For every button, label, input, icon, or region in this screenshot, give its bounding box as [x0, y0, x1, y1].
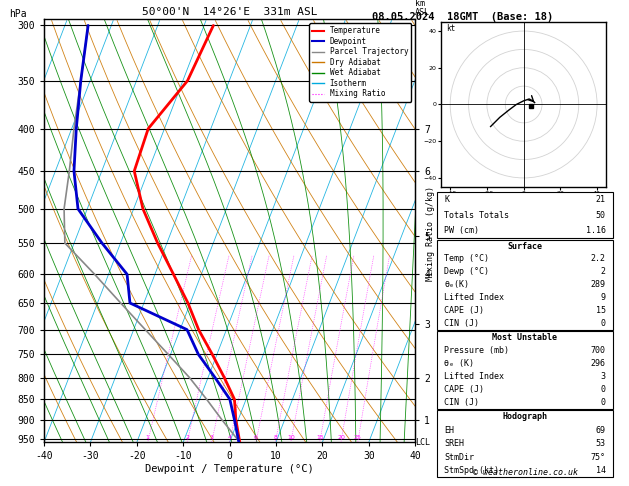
Text: 15: 15 [596, 306, 606, 315]
Text: Surface: Surface [508, 242, 542, 250]
Text: θₑ(K): θₑ(K) [444, 280, 469, 289]
Text: Lifted Index: Lifted Index [444, 372, 504, 381]
Text: 1: 1 [146, 435, 150, 440]
Text: Mixing Ratio (g/kg): Mixing Ratio (g/kg) [426, 186, 435, 281]
Text: StmDir: StmDir [444, 452, 474, 462]
Text: 10: 10 [287, 435, 294, 440]
Text: 14: 14 [596, 466, 606, 475]
X-axis label: Dewpoint / Temperature (°C): Dewpoint / Temperature (°C) [145, 464, 314, 474]
Text: 21: 21 [596, 195, 606, 204]
Text: 296: 296 [591, 359, 606, 368]
Text: 2: 2 [601, 267, 606, 276]
Text: 2.2: 2.2 [591, 254, 606, 263]
Legend: Temperature, Dewpoint, Parcel Trajectory, Dry Adiabat, Wet Adiabat, Isotherm, Mi: Temperature, Dewpoint, Parcel Trajectory… [309, 23, 411, 102]
Text: Hodograph: Hodograph [503, 413, 547, 421]
Text: CIN (J): CIN (J) [444, 398, 479, 407]
Text: CAPE (J): CAPE (J) [444, 306, 484, 315]
Text: Most Unstable: Most Unstable [493, 333, 557, 342]
Text: kt: kt [447, 24, 456, 33]
FancyBboxPatch shape [437, 410, 613, 477]
Text: 20: 20 [337, 435, 345, 440]
Text: 53: 53 [596, 439, 606, 448]
Text: 15: 15 [316, 435, 323, 440]
Text: 1.16: 1.16 [586, 226, 606, 235]
Text: 289: 289 [591, 280, 606, 289]
Text: Temp (°C): Temp (°C) [444, 254, 489, 263]
Text: 6: 6 [254, 435, 258, 440]
Text: SREH: SREH [444, 439, 464, 448]
Text: hPa: hPa [9, 9, 27, 19]
Text: 25: 25 [354, 435, 362, 440]
Text: 4: 4 [228, 435, 231, 440]
Text: 2: 2 [185, 435, 189, 440]
Text: 75°: 75° [591, 452, 606, 462]
FancyBboxPatch shape [437, 240, 613, 330]
Text: K: K [444, 195, 449, 204]
Text: © weatheronline.co.uk: © weatheronline.co.uk [473, 468, 577, 477]
Text: 0: 0 [601, 319, 606, 328]
Text: 0: 0 [601, 385, 606, 394]
Text: Pressure (mb): Pressure (mb) [444, 346, 509, 355]
Title: 50°00'N  14°26'E  331m ASL: 50°00'N 14°26'E 331m ASL [142, 7, 318, 17]
Text: EH: EH [444, 426, 454, 435]
Text: 700: 700 [591, 346, 606, 355]
Text: CIN (J): CIN (J) [444, 319, 479, 328]
Text: 69: 69 [596, 426, 606, 435]
FancyBboxPatch shape [437, 331, 613, 409]
Text: 8: 8 [274, 435, 277, 440]
Text: 0: 0 [601, 398, 606, 407]
FancyBboxPatch shape [437, 192, 613, 238]
Text: Lifted Index: Lifted Index [444, 293, 504, 302]
Text: CAPE (J): CAPE (J) [444, 385, 484, 394]
Text: LCL: LCL [415, 438, 430, 447]
Text: km
ASL: km ASL [415, 0, 430, 17]
Text: 3: 3 [601, 372, 606, 381]
Text: Totals Totals: Totals Totals [444, 210, 509, 220]
Text: PW (cm): PW (cm) [444, 226, 479, 235]
Text: StmSpd (kt): StmSpd (kt) [444, 466, 499, 475]
Text: 08.05.2024  18GMT  (Base: 18): 08.05.2024 18GMT (Base: 18) [372, 12, 553, 22]
Text: Dewp (°C): Dewp (°C) [444, 267, 489, 276]
Text: 50: 50 [596, 210, 606, 220]
Text: 3: 3 [209, 435, 214, 440]
Text: 9: 9 [601, 293, 606, 302]
Text: θₑ (K): θₑ (K) [444, 359, 474, 368]
